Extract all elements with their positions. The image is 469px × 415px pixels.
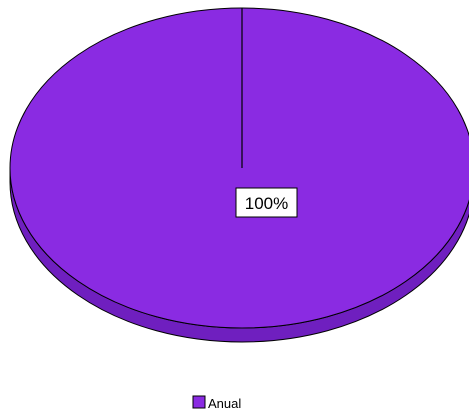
pie-slice-anual [9,7,469,329]
data-label-value: 100% [245,194,288,213]
data-label-anual: 100% [235,187,298,218]
data-label-box [235,187,298,218]
legend: Anual [192,395,241,411]
legend-swatch-anual [192,395,206,409]
legend-entry-anual: Anual [208,396,241,411]
